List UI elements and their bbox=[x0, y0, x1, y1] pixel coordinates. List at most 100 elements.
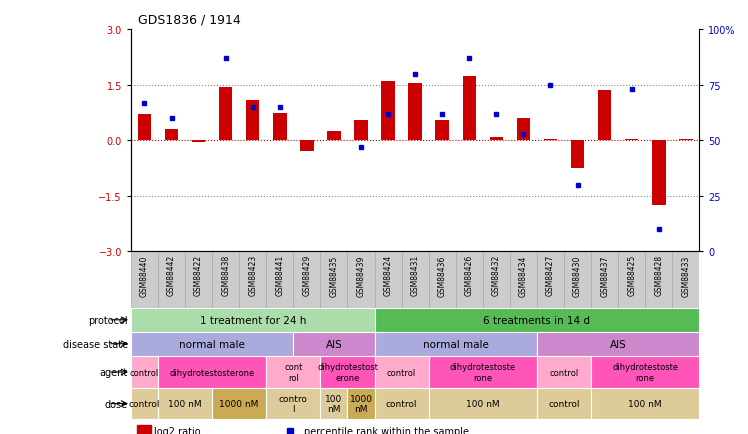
Text: normal male: normal male bbox=[180, 339, 245, 349]
Text: GSM88428: GSM88428 bbox=[654, 254, 663, 296]
Bar bbox=[598, 91, 611, 141]
Bar bbox=[137, 425, 151, 434]
Bar bbox=[158, 252, 185, 308]
Bar bbox=[537, 388, 591, 419]
Text: AIS: AIS bbox=[325, 339, 343, 349]
Text: GSM88439: GSM88439 bbox=[357, 254, 366, 296]
Bar bbox=[131, 252, 158, 308]
Bar bbox=[165, 130, 178, 141]
Text: control: control bbox=[386, 399, 417, 408]
Bar bbox=[517, 119, 530, 141]
Text: dose: dose bbox=[105, 399, 128, 408]
Bar bbox=[652, 141, 666, 206]
Bar bbox=[246, 100, 260, 141]
Bar bbox=[591, 252, 618, 308]
Bar bbox=[571, 141, 584, 169]
Text: control: control bbox=[387, 368, 416, 377]
Text: GSM88434: GSM88434 bbox=[519, 254, 528, 296]
Bar bbox=[402, 252, 429, 308]
Bar bbox=[490, 137, 503, 141]
Bar bbox=[537, 356, 591, 388]
Text: GSM88425: GSM88425 bbox=[628, 254, 637, 296]
Bar bbox=[185, 252, 212, 308]
Text: GSM88430: GSM88430 bbox=[573, 254, 582, 296]
Text: contro
l: contro l bbox=[279, 394, 307, 413]
Text: GSM88427: GSM88427 bbox=[546, 254, 555, 296]
Bar bbox=[375, 356, 429, 388]
Text: 6 treatments in 14 d: 6 treatments in 14 d bbox=[483, 315, 590, 325]
Bar bbox=[537, 332, 699, 356]
Bar bbox=[625, 139, 639, 141]
Text: control: control bbox=[129, 399, 160, 408]
Text: 1000 nM: 1000 nM bbox=[219, 399, 259, 408]
Text: GSM88440: GSM88440 bbox=[140, 254, 149, 296]
Text: 100
nM: 100 nM bbox=[325, 394, 343, 413]
Text: 100 nM: 100 nM bbox=[628, 399, 662, 408]
Text: GSM88423: GSM88423 bbox=[248, 254, 257, 296]
Bar bbox=[435, 121, 449, 141]
Bar bbox=[212, 252, 239, 308]
Bar bbox=[266, 388, 320, 419]
Text: 1000
nM: 1000 nM bbox=[349, 394, 373, 413]
Text: control: control bbox=[548, 399, 580, 408]
Text: GSM88422: GSM88422 bbox=[194, 254, 203, 296]
Text: 1 treatment for 24 h: 1 treatment for 24 h bbox=[200, 315, 306, 325]
Text: dihydrotestost
erone: dihydrotestost erone bbox=[317, 362, 378, 382]
Bar bbox=[348, 252, 375, 308]
Bar bbox=[131, 308, 375, 332]
Text: log2 ratio: log2 ratio bbox=[153, 426, 200, 434]
Bar bbox=[293, 252, 320, 308]
Bar bbox=[158, 388, 212, 419]
Text: dihydrotestoste
rone: dihydrotestoste rone bbox=[612, 362, 678, 382]
Bar bbox=[429, 252, 456, 308]
Bar bbox=[564, 252, 591, 308]
Text: GSM88442: GSM88442 bbox=[167, 254, 176, 296]
Bar bbox=[138, 115, 151, 141]
Bar bbox=[429, 388, 537, 419]
Bar bbox=[679, 139, 693, 141]
Text: 100 nM: 100 nM bbox=[168, 399, 202, 408]
Text: GSM88429: GSM88429 bbox=[302, 254, 311, 296]
Bar bbox=[273, 113, 286, 141]
Bar bbox=[348, 388, 375, 419]
Text: GSM88426: GSM88426 bbox=[465, 254, 473, 296]
Bar bbox=[355, 121, 368, 141]
Text: control: control bbox=[549, 368, 579, 377]
Bar bbox=[131, 332, 293, 356]
Bar bbox=[131, 356, 158, 388]
Bar bbox=[266, 356, 320, 388]
Text: protocol: protocol bbox=[88, 315, 128, 325]
Bar bbox=[381, 82, 395, 141]
Text: GDS1836 / 1914: GDS1836 / 1914 bbox=[138, 13, 241, 26]
Bar bbox=[482, 252, 510, 308]
Text: GSM88433: GSM88433 bbox=[681, 254, 690, 296]
Bar bbox=[591, 388, 699, 419]
Bar bbox=[646, 252, 672, 308]
Bar bbox=[429, 356, 537, 388]
Text: disease state: disease state bbox=[63, 339, 128, 349]
Bar bbox=[320, 356, 375, 388]
Bar bbox=[327, 132, 340, 141]
Text: GSM88438: GSM88438 bbox=[221, 254, 230, 296]
Bar bbox=[375, 252, 402, 308]
Text: GSM88432: GSM88432 bbox=[492, 254, 501, 296]
Text: AIS: AIS bbox=[610, 339, 627, 349]
Text: cont
rol: cont rol bbox=[284, 362, 302, 382]
Text: control: control bbox=[130, 368, 159, 377]
Bar bbox=[320, 252, 348, 308]
Text: dihydrotestosterone: dihydrotestosterone bbox=[170, 368, 255, 377]
Bar bbox=[158, 356, 266, 388]
Text: GSM88435: GSM88435 bbox=[329, 254, 338, 296]
Text: GSM88436: GSM88436 bbox=[438, 254, 447, 296]
Bar bbox=[300, 141, 313, 152]
Bar bbox=[239, 252, 266, 308]
Text: percentile rank within the sample: percentile rank within the sample bbox=[304, 426, 469, 434]
Bar bbox=[510, 252, 537, 308]
Bar bbox=[191, 141, 206, 143]
Bar bbox=[408, 84, 422, 141]
Bar bbox=[618, 252, 646, 308]
Text: GSM88424: GSM88424 bbox=[384, 254, 393, 296]
Text: GSM88441: GSM88441 bbox=[275, 254, 284, 296]
Bar bbox=[375, 308, 699, 332]
Bar bbox=[212, 388, 266, 419]
